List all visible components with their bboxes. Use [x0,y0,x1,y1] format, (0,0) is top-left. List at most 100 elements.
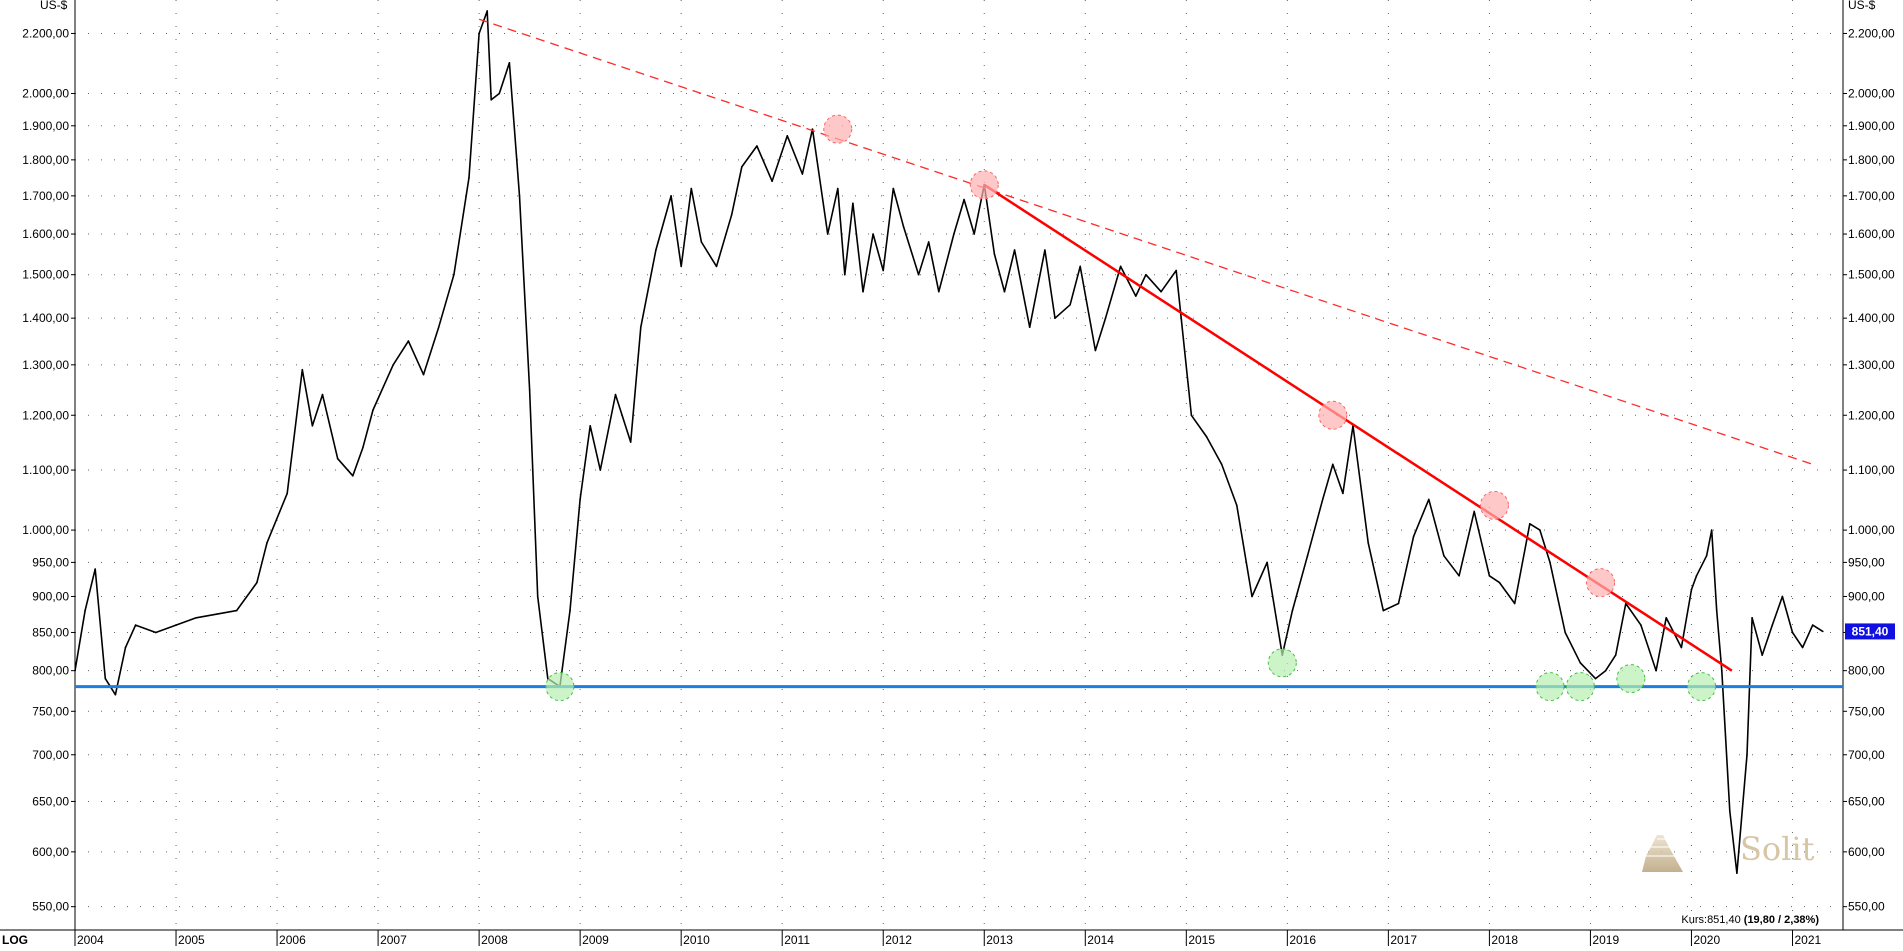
price-readout-change: (19,80 / 2,38%) [1743,914,1819,926]
price-point [175,624,177,626]
price-point [195,617,198,619]
price-point [629,441,632,443]
short-term-trendline [983,183,1733,672]
price-point [84,609,86,612]
price-point [655,249,657,251]
y-tick-label-left: 800,00 [32,664,69,678]
y-tick-label-left: 1.300,00 [22,358,69,372]
price-point [114,693,117,696]
price-point [963,198,965,201]
x-tick-label: 2013 [986,933,1013,946]
price-point [1104,317,1107,319]
y-tick-label-left: 750,00 [32,704,69,718]
pyramid-logo [1642,835,1683,872]
price-point [1640,624,1642,626]
price-point [1003,290,1006,293]
y-tick-label-left: 1.100,00 [22,463,69,477]
x-tick-label: 2011 [784,933,810,946]
price-point [1175,269,1178,272]
price-point [836,187,839,190]
y-tick-label-left: 1.500,00 [22,268,69,282]
price-point [1801,646,1804,649]
price-point [1427,498,1430,501]
x-tick-label: 2016 [1289,933,1316,946]
price-point [1135,295,1137,297]
price-point [1397,602,1400,605]
price-point [811,128,814,130]
price-point [1715,609,1718,612]
y-tick-label-left: 650,00 [32,794,69,808]
price-point [1604,669,1607,672]
x-tick-label: 2020 [1693,933,1720,946]
price-point [1549,561,1551,564]
price-point [579,498,581,501]
x-tick-label: 2005 [178,933,205,946]
price-point [844,273,846,276]
price-point [973,233,975,235]
x-tick-label: 2010 [683,933,710,946]
y-tick-label-right: 900,00 [1848,589,1885,603]
price-point [311,425,314,427]
y-tick-label-right: 650,00 [1848,794,1885,808]
last-value-badge [1845,623,1895,640]
price-point [1821,630,1824,633]
price-point [1579,662,1582,664]
y-tick-label-left: 1.900,00 [22,119,69,133]
price-point [301,368,304,371]
price-point [1160,290,1162,293]
price-point [437,326,440,329]
x-tick-label: 2006 [279,933,306,946]
price-point [486,10,488,12]
currency-label-left: US-$ [40,0,68,12]
watermark-text: Solit [1740,830,1815,868]
price-point [872,233,874,235]
price-point [639,326,642,329]
price-point [1761,654,1763,656]
price-point [1781,595,1784,598]
price-point [498,92,501,95]
price-point [372,409,374,411]
price-point [1205,435,1208,438]
price-point [1529,523,1531,525]
last-value-label: 851,40 [1852,624,1889,638]
price-point [771,180,773,183]
y-tick-label-left: 1.200,00 [22,408,69,422]
price-point [1498,581,1501,584]
price-point [670,195,672,197]
price-point [1251,595,1253,598]
price-point [1054,317,1056,319]
price-point [1614,654,1617,656]
price-point [1473,510,1476,513]
price-point [1539,529,1541,531]
x-tick-label: 2015 [1188,933,1215,946]
price-point [478,32,480,35]
price-point [993,253,996,255]
price-point [680,265,682,268]
price-point [1145,273,1147,276]
price-point [104,677,107,680]
y-tick-label-left: 950,00 [32,555,69,569]
price-point [1321,498,1324,501]
resistance-marker [1586,568,1616,598]
price-point [422,373,425,376]
price-point [756,145,758,147]
y-tick-label-left: 2.200,00 [22,26,69,40]
price-point [362,446,364,449]
price-point [1695,575,1698,577]
y-tick-label-right: 550,00 [1848,900,1885,914]
y-tick-label-right: 1.500,00 [1848,268,1895,282]
resistance-marker [1318,400,1348,430]
y-tick-label-right: 1.600,00 [1848,227,1895,241]
price-point [134,624,137,626]
y-tick-label-left: 550,00 [32,900,69,914]
price-point [599,469,602,471]
price-point [1382,609,1385,612]
price-point [256,581,258,584]
y-tick-label-right: 950,00 [1848,555,1885,569]
price-point [74,669,76,672]
y-tick-label-left: 850,00 [32,625,69,639]
price-point [1332,463,1334,466]
currency-label-right: US-$ [1848,0,1876,12]
price-point [1069,303,1071,306]
price-point [700,241,703,243]
